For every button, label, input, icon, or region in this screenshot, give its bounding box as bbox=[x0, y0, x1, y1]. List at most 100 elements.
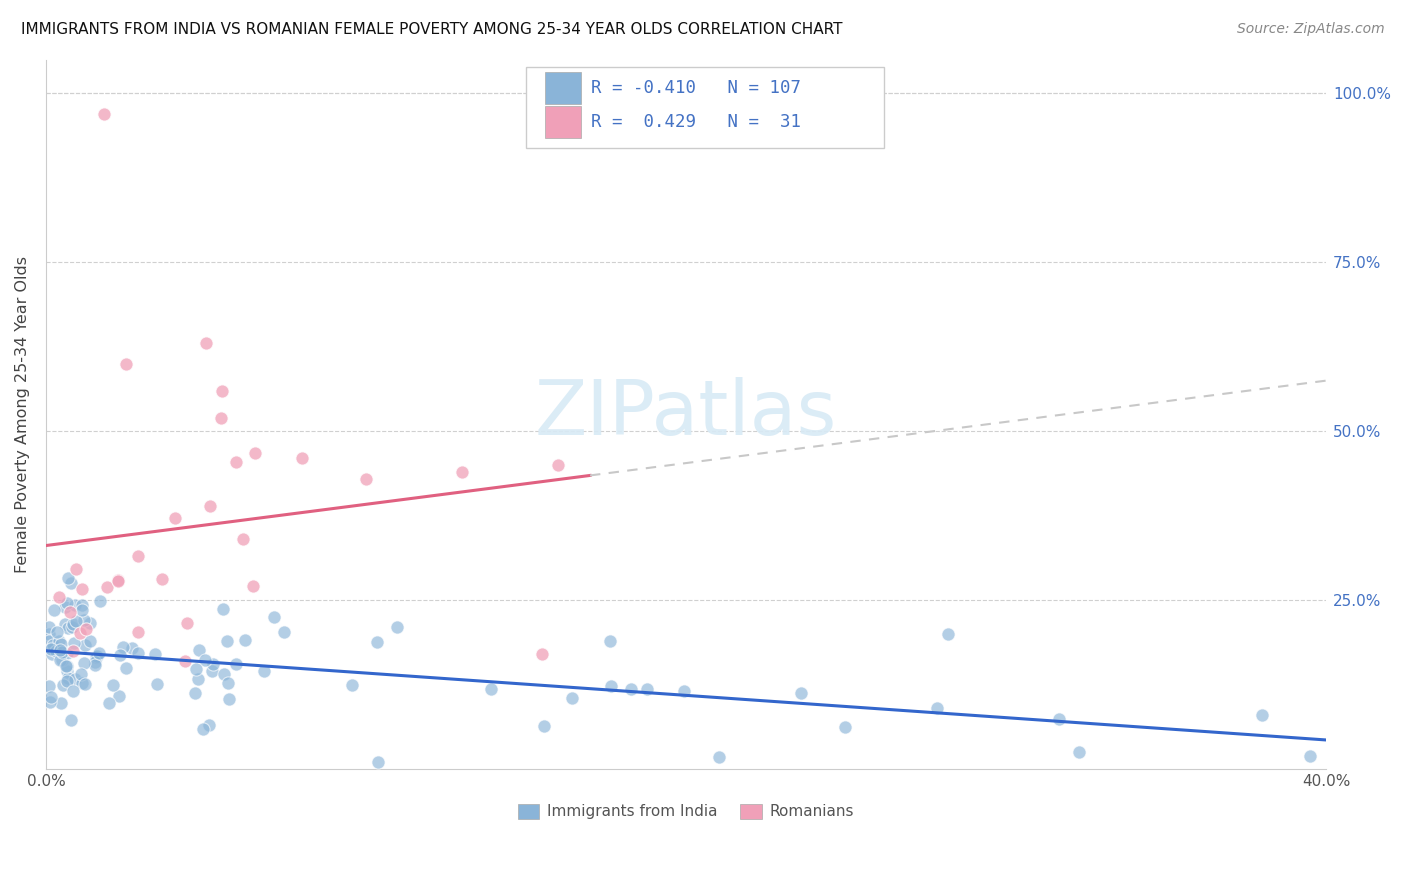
FancyBboxPatch shape bbox=[526, 67, 884, 148]
Point bbox=[110, 648, 132, 663]
Point bbox=[217, 675, 239, 690]
Text: R = -0.410   N = 107: R = -0.410 N = 107 bbox=[592, 79, 801, 97]
Point bbox=[63, 636, 86, 650]
Point bbox=[70, 667, 93, 681]
Point bbox=[89, 593, 111, 607]
FancyBboxPatch shape bbox=[546, 106, 581, 137]
Point bbox=[63, 672, 86, 686]
Point bbox=[63, 599, 86, 613]
Point bbox=[232, 532, 254, 546]
Point bbox=[65, 614, 87, 628]
Point bbox=[107, 690, 129, 704]
Point bbox=[191, 723, 214, 737]
Point bbox=[60, 713, 83, 727]
Point bbox=[530, 648, 553, 662]
Point bbox=[72, 599, 94, 613]
Point bbox=[115, 357, 138, 371]
Point bbox=[72, 613, 94, 627]
Point bbox=[479, 682, 502, 697]
Point bbox=[107, 573, 129, 587]
Point bbox=[195, 336, 218, 351]
Point bbox=[342, 678, 364, 692]
Point bbox=[56, 647, 79, 661]
Point bbox=[84, 649, 107, 664]
Point bbox=[79, 634, 101, 648]
Point bbox=[212, 667, 235, 681]
Point bbox=[79, 615, 101, 630]
Point bbox=[53, 599, 76, 614]
Point bbox=[225, 657, 247, 671]
Point bbox=[547, 458, 569, 472]
Point bbox=[127, 625, 149, 640]
Point bbox=[103, 678, 125, 692]
Point bbox=[451, 465, 474, 479]
Point bbox=[49, 696, 72, 710]
Text: ZIPatlas: ZIPatlas bbox=[534, 377, 837, 451]
Y-axis label: Female Poverty Among 25-34 Year Olds: Female Poverty Among 25-34 Year Olds bbox=[15, 256, 30, 573]
Point bbox=[97, 697, 120, 711]
Point bbox=[200, 500, 222, 514]
Point bbox=[51, 645, 73, 659]
Point bbox=[184, 686, 207, 700]
Point bbox=[73, 677, 96, 691]
Point bbox=[70, 603, 93, 617]
Point bbox=[84, 657, 107, 672]
Point bbox=[73, 638, 96, 652]
Point bbox=[209, 410, 232, 425]
Point bbox=[790, 686, 813, 700]
Point bbox=[263, 610, 285, 624]
Point bbox=[672, 683, 695, 698]
Point bbox=[121, 641, 143, 656]
Point bbox=[86, 648, 108, 663]
Point bbox=[201, 665, 224, 679]
Point bbox=[211, 384, 233, 398]
Point bbox=[243, 446, 266, 460]
Point bbox=[925, 701, 948, 715]
Point bbox=[1299, 748, 1322, 763]
Legend: Immigrants from India, Romanians: Immigrants from India, Romanians bbox=[512, 797, 860, 825]
Point bbox=[62, 683, 84, 698]
Point bbox=[197, 718, 219, 732]
Point bbox=[354, 472, 377, 486]
Point bbox=[38, 620, 60, 634]
Point bbox=[41, 640, 63, 655]
Point bbox=[143, 648, 166, 662]
Point bbox=[84, 655, 107, 669]
Point bbox=[39, 642, 62, 657]
Point bbox=[112, 640, 135, 654]
Point bbox=[273, 625, 295, 640]
Point bbox=[38, 633, 60, 648]
Point bbox=[242, 579, 264, 593]
Point bbox=[46, 625, 69, 640]
Point bbox=[73, 657, 96, 671]
Point bbox=[56, 659, 79, 673]
Point bbox=[62, 644, 84, 658]
Point bbox=[938, 627, 960, 641]
Point bbox=[56, 671, 79, 685]
Point bbox=[45, 644, 67, 658]
Text: R =  0.429   N =  31: R = 0.429 N = 31 bbox=[592, 113, 801, 131]
Point bbox=[55, 617, 77, 632]
Point bbox=[41, 648, 63, 662]
Point bbox=[291, 451, 314, 466]
FancyBboxPatch shape bbox=[546, 72, 581, 103]
Point bbox=[1047, 712, 1070, 726]
Point bbox=[93, 106, 115, 120]
Point bbox=[1069, 745, 1091, 759]
Point bbox=[60, 619, 83, 633]
Point bbox=[39, 690, 62, 704]
Point bbox=[218, 692, 240, 706]
Point bbox=[225, 455, 247, 469]
Point bbox=[69, 626, 91, 640]
Point bbox=[42, 602, 65, 616]
Point bbox=[75, 622, 97, 636]
Point bbox=[385, 620, 408, 634]
Point bbox=[115, 661, 138, 675]
Point bbox=[253, 664, 276, 678]
Point bbox=[188, 642, 211, 657]
Point bbox=[184, 662, 207, 676]
Point bbox=[42, 638, 65, 652]
Point bbox=[48, 590, 70, 604]
Point bbox=[215, 634, 238, 648]
Point bbox=[49, 637, 72, 651]
